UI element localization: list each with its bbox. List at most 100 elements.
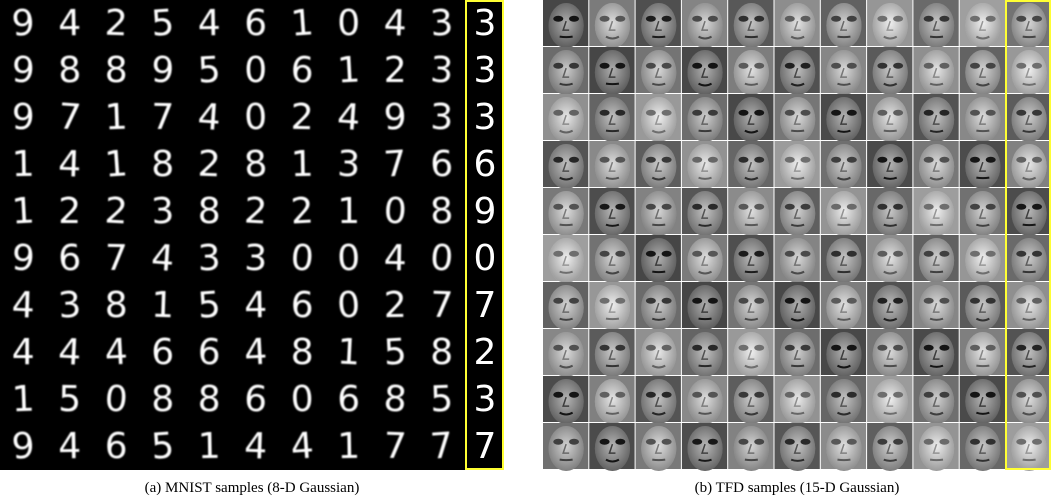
face-shade	[873, 379, 908, 424]
face-sample	[867, 188, 912, 236]
face-sample	[636, 282, 681, 330]
eye	[738, 439, 748, 445]
eye	[600, 439, 610, 445]
digit: 9	[10, 237, 36, 279]
eye	[553, 392, 563, 398]
digit: 8	[291, 332, 314, 373]
face-shade	[780, 332, 815, 377]
digit: 0	[336, 284, 362, 326]
mouth	[884, 225, 897, 226]
face-sample	[821, 47, 866, 95]
face-sample	[589, 235, 634, 283]
face-sample	[589, 188, 634, 236]
face-shade	[826, 97, 861, 142]
eye	[893, 63, 903, 69]
face-sample	[543, 188, 588, 236]
face-shade	[873, 3, 908, 48]
mouth	[976, 225, 989, 226]
face-sample	[589, 282, 634, 330]
eye	[600, 16, 610, 22]
eye	[939, 439, 949, 445]
face-sample	[543, 47, 588, 95]
face-sample	[1006, 235, 1051, 283]
eye	[877, 204, 887, 210]
face-shade	[1012, 426, 1047, 471]
mouth	[976, 413, 989, 414]
face-sample	[913, 47, 958, 95]
face-shade	[780, 285, 815, 330]
eye	[646, 345, 656, 351]
neighbor-digit: 7	[474, 426, 497, 467]
neighbor-digit: 7	[474, 285, 497, 326]
digit: 5	[197, 49, 222, 91]
eye	[970, 16, 980, 22]
face-shade	[919, 238, 954, 283]
face-shade	[965, 191, 1000, 236]
digit: 0	[289, 237, 315, 279]
eye	[662, 16, 672, 22]
eye	[692, 16, 702, 22]
face-sample	[1006, 0, 1051, 48]
digit: 4	[244, 285, 268, 326]
eye	[1032, 63, 1042, 69]
eye	[708, 63, 718, 69]
face-shade	[965, 238, 1000, 283]
face-shade	[919, 285, 954, 330]
eye	[569, 298, 579, 304]
face-sample	[1006, 329, 1051, 377]
face-sample	[821, 282, 866, 330]
face-sample	[775, 282, 820, 330]
face-sample	[589, 376, 634, 424]
eye	[553, 110, 563, 116]
face-shade	[873, 191, 908, 236]
eye	[646, 298, 656, 304]
face-shade	[687, 379, 722, 424]
mouth	[930, 366, 943, 367]
eye	[785, 345, 795, 351]
face-sample	[867, 423, 912, 471]
eye	[847, 298, 857, 304]
digit: 8	[429, 190, 454, 232]
face-shade	[734, 332, 769, 377]
eye	[708, 298, 718, 304]
digit: 0	[429, 237, 455, 279]
eye	[600, 345, 610, 351]
neighbor-digit: 3	[474, 379, 497, 420]
face-sample	[728, 0, 773, 48]
face-shade	[687, 50, 722, 95]
eye	[646, 392, 656, 398]
face-sample	[543, 141, 588, 189]
digit: 6	[430, 144, 454, 185]
eye	[801, 110, 811, 116]
eye	[615, 345, 625, 351]
eye	[893, 439, 903, 445]
eye	[754, 204, 764, 210]
face-sample	[682, 94, 727, 142]
face-sample	[589, 47, 634, 95]
eye	[600, 110, 610, 116]
digit: 7	[429, 425, 455, 467]
eye	[1016, 439, 1026, 445]
eye	[646, 439, 656, 445]
mouth	[560, 319, 573, 320]
mouth	[837, 84, 850, 85]
mouth	[560, 84, 573, 85]
eye	[877, 16, 887, 22]
face-shade	[734, 3, 769, 48]
digit: 2	[384, 50, 407, 91]
face-shade	[549, 191, 584, 236]
face-sample	[775, 0, 820, 48]
eye	[831, 298, 841, 304]
mouth	[699, 225, 712, 226]
face-shade	[641, 3, 676, 48]
face-shade	[826, 379, 861, 424]
neighbor-digit: 2	[474, 332, 497, 373]
face-sample	[775, 47, 820, 95]
eye	[970, 251, 980, 257]
face-sample	[821, 376, 866, 424]
face-shade	[1012, 50, 1047, 95]
face-shade	[919, 97, 954, 142]
face-sample	[728, 188, 773, 236]
face-shade	[549, 238, 584, 283]
eye	[847, 63, 857, 69]
